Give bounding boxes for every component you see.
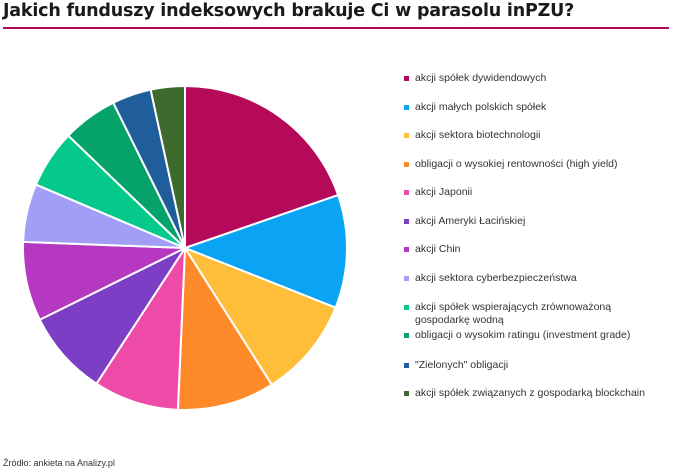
legend-swatch — [404, 247, 409, 252]
legend-swatch — [404, 133, 409, 138]
legend-swatch — [404, 276, 409, 281]
legend-swatch — [404, 105, 409, 110]
legend-label: akcji małych polskich spółek — [415, 101, 547, 113]
title-underline — [3, 27, 669, 29]
pie-slice-12 — [149, 85, 186, 249]
legend-label: akcji spółek związanych z gospodarką blo… — [415, 387, 645, 399]
legend-swatch — [404, 363, 409, 368]
pie-slice-5 — [95, 247, 186, 411]
source-note: Źródło: ankieta na Analizy.pl — [3, 458, 115, 468]
legend-item: obligacji o wysokiej rentowności (high y… — [404, 158, 666, 171]
legend-label: akcji Ameryki Łacińskiej — [415, 215, 526, 227]
legend-label: akcji Japonii — [415, 186, 473, 198]
legend-label: obligacji o wysokim ratingu (investment … — [415, 329, 631, 341]
legend-item: akcji sektora cyberbezpieczeństwa — [404, 272, 666, 285]
legend-swatch — [404, 190, 409, 195]
pie-slice-4 — [176, 247, 273, 411]
pie-slice-2 — [184, 194, 348, 309]
legend-item: akcji Chin — [404, 243, 666, 256]
legend-label: obligacji o wysokiej rentowności (high y… — [415, 158, 618, 170]
legend-item: akcji Japonii — [404, 186, 666, 199]
legend-item: akcji Ameryki Łacińskiej — [404, 215, 666, 228]
legend-swatch — [404, 333, 409, 338]
legend-swatch — [404, 162, 409, 167]
legend-item: akcji spółek związanych z gospodarką blo… — [404, 387, 666, 400]
legend-item: akcji spółek wspierających zrównoważoną … — [404, 301, 666, 327]
legend-label: akcji sektora cyberbezpieczeństwa — [415, 272, 577, 284]
legend-label: akcji Chin — [415, 243, 461, 255]
legend-item: obligacji o wysokim ratingu (investment … — [404, 329, 666, 342]
legend-item: akcji spółek dywidendowych — [404, 72, 666, 85]
legend-item: akcji sektora biotechnologii — [404, 129, 666, 142]
legend-label: akcji spółek dywidendowych — [415, 72, 547, 84]
legend-swatch — [404, 305, 409, 310]
legend-swatch — [404, 391, 409, 396]
legend-item: akcji małych polskich spółek — [404, 101, 666, 114]
pie-slice-6 — [38, 247, 186, 385]
legend-label: "Zielonych" obligacji — [415, 359, 509, 371]
chart-title: Jakich funduszy indeksowych brakuje Ci w… — [3, 1, 575, 21]
pie-slice-3 — [184, 247, 337, 386]
legend-item: "Zielonych" obligacji — [404, 359, 666, 372]
legend-swatch — [404, 76, 409, 81]
legend-label: akcji spółek wspierających zrównoważoną … — [415, 301, 612, 326]
legend-swatch — [404, 219, 409, 224]
legend-label: akcji sektora biotechnologii — [415, 129, 541, 141]
